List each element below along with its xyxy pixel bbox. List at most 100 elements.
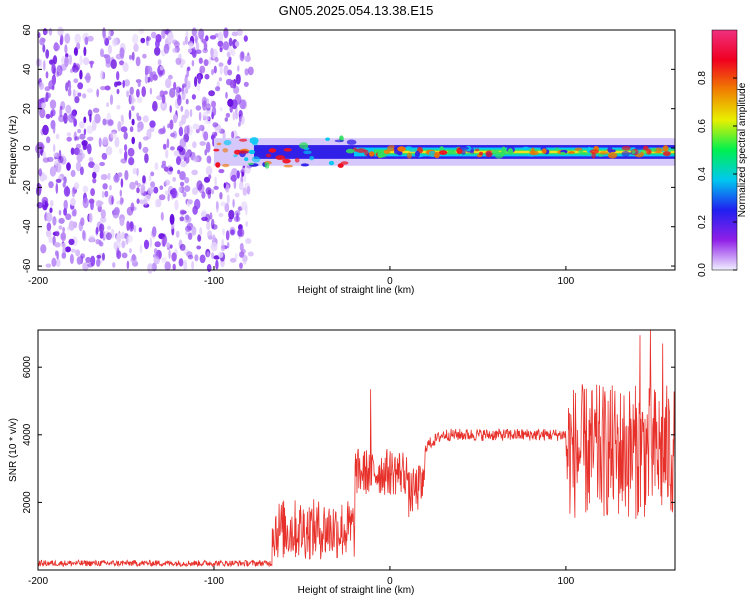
noise-blob — [191, 49, 197, 58]
noise-blob — [169, 244, 173, 249]
noise-blob — [107, 225, 112, 230]
noise-blob — [119, 196, 123, 206]
noise-blob — [126, 260, 130, 270]
noise-blob — [192, 141, 197, 149]
noise-blob — [180, 105, 184, 112]
noise-blob — [179, 138, 187, 148]
noise-blob — [211, 252, 215, 260]
noise-blob — [48, 181, 54, 189]
noise-blob — [165, 29, 169, 35]
noise-blob — [229, 79, 236, 89]
noise-blob — [206, 220, 211, 231]
y-tick-label: -60 — [22, 258, 33, 273]
noise-blob — [162, 143, 167, 150]
noise-blob — [226, 194, 230, 204]
noise-blob — [174, 199, 179, 211]
noise-blob — [39, 82, 44, 90]
x-tick-label: -100 — [204, 576, 224, 587]
noise-blob — [153, 248, 158, 255]
noise-blob — [82, 262, 89, 272]
noise-blob — [43, 60, 46, 71]
noise-blob — [223, 41, 229, 51]
noise-blob — [149, 237, 152, 248]
noise-blob — [177, 169, 181, 175]
noise-blob — [243, 35, 248, 42]
noise-blob — [147, 263, 154, 274]
noise-blob — [70, 110, 76, 120]
signal-blob — [282, 158, 291, 164]
noise-blob — [234, 253, 238, 260]
signal-blob — [248, 149, 255, 155]
spectrogram-noise-region — [35, 26, 254, 274]
signal-blob — [239, 138, 248, 142]
noise-blob — [39, 108, 46, 119]
noise-blob — [45, 113, 51, 119]
noise-blob — [199, 227, 203, 236]
noise-blob — [117, 121, 122, 132]
noise-blob — [246, 186, 251, 195]
noise-blob — [153, 256, 160, 265]
noise-blob — [105, 146, 113, 156]
noise-blob — [165, 78, 172, 89]
noise-blob — [68, 54, 73, 65]
noise-blob — [230, 229, 235, 235]
noise-blob — [168, 249, 171, 259]
noise-blob — [105, 59, 112, 68]
noise-blob — [120, 178, 124, 188]
y-tick-label: 0 — [22, 145, 33, 151]
spectrogram-panel: -200 -100 0 100 60 40 20 0 -20 -40 -60 Height of … — [8, 24, 676, 296]
noise-blob — [211, 69, 214, 76]
noise-blob — [90, 188, 95, 197]
noise-blob — [170, 146, 175, 151]
noise-blob — [219, 192, 223, 200]
noise-blob — [62, 227, 65, 233]
noise-blob — [45, 263, 52, 268]
colorbar-tick-label: 0.8 — [697, 71, 708, 85]
noise-blob — [139, 244, 143, 254]
noise-blob — [57, 155, 64, 164]
noise-blob — [126, 90, 130, 98]
noise-blob — [244, 68, 249, 76]
noise-blob — [59, 107, 63, 118]
noise-blob — [175, 86, 182, 93]
noise-blob — [245, 238, 252, 244]
noise-blob — [237, 65, 240, 72]
chart-title: GN05.2025.054.13.38.E15 — [279, 3, 434, 18]
signal-blob — [244, 157, 249, 162]
noise-blob — [121, 115, 125, 126]
noise-blob — [243, 173, 247, 183]
noise-blob — [52, 124, 56, 134]
noise-blob — [70, 68, 74, 73]
y-tick-label: 2000 — [22, 491, 33, 514]
noise-blob — [73, 47, 78, 56]
noise-blob — [175, 230, 180, 238]
noise-blob — [113, 207, 120, 216]
signal-blob — [650, 147, 657, 152]
noise-blob — [185, 98, 189, 105]
x-tick-label: 100 — [558, 276, 575, 287]
noise-blob — [161, 94, 166, 104]
noise-blob — [227, 69, 233, 76]
signal-blob — [223, 140, 232, 146]
noise-blob — [178, 186, 183, 193]
noise-blob — [129, 248, 132, 254]
noise-blob — [169, 119, 174, 130]
noise-blob — [48, 59, 54, 65]
signal-blob — [522, 146, 530, 151]
noise-blob — [50, 199, 54, 207]
signal-blob — [662, 145, 669, 152]
noise-blob — [209, 35, 217, 40]
noise-blob — [100, 209, 106, 219]
noise-blob — [220, 201, 227, 207]
x-tick-label: 0 — [387, 276, 393, 287]
noise-blob — [116, 247, 120, 258]
noise-blob — [242, 187, 247, 196]
noise-blob — [164, 261, 171, 271]
signal-blob — [275, 155, 286, 161]
noise-blob — [58, 217, 65, 224]
colorbar-tick-label: 0.0 — [697, 263, 708, 277]
noise-blob — [95, 200, 102, 208]
noise-blob — [76, 256, 82, 265]
signal-blob — [428, 150, 436, 158]
noise-blob — [154, 46, 161, 56]
